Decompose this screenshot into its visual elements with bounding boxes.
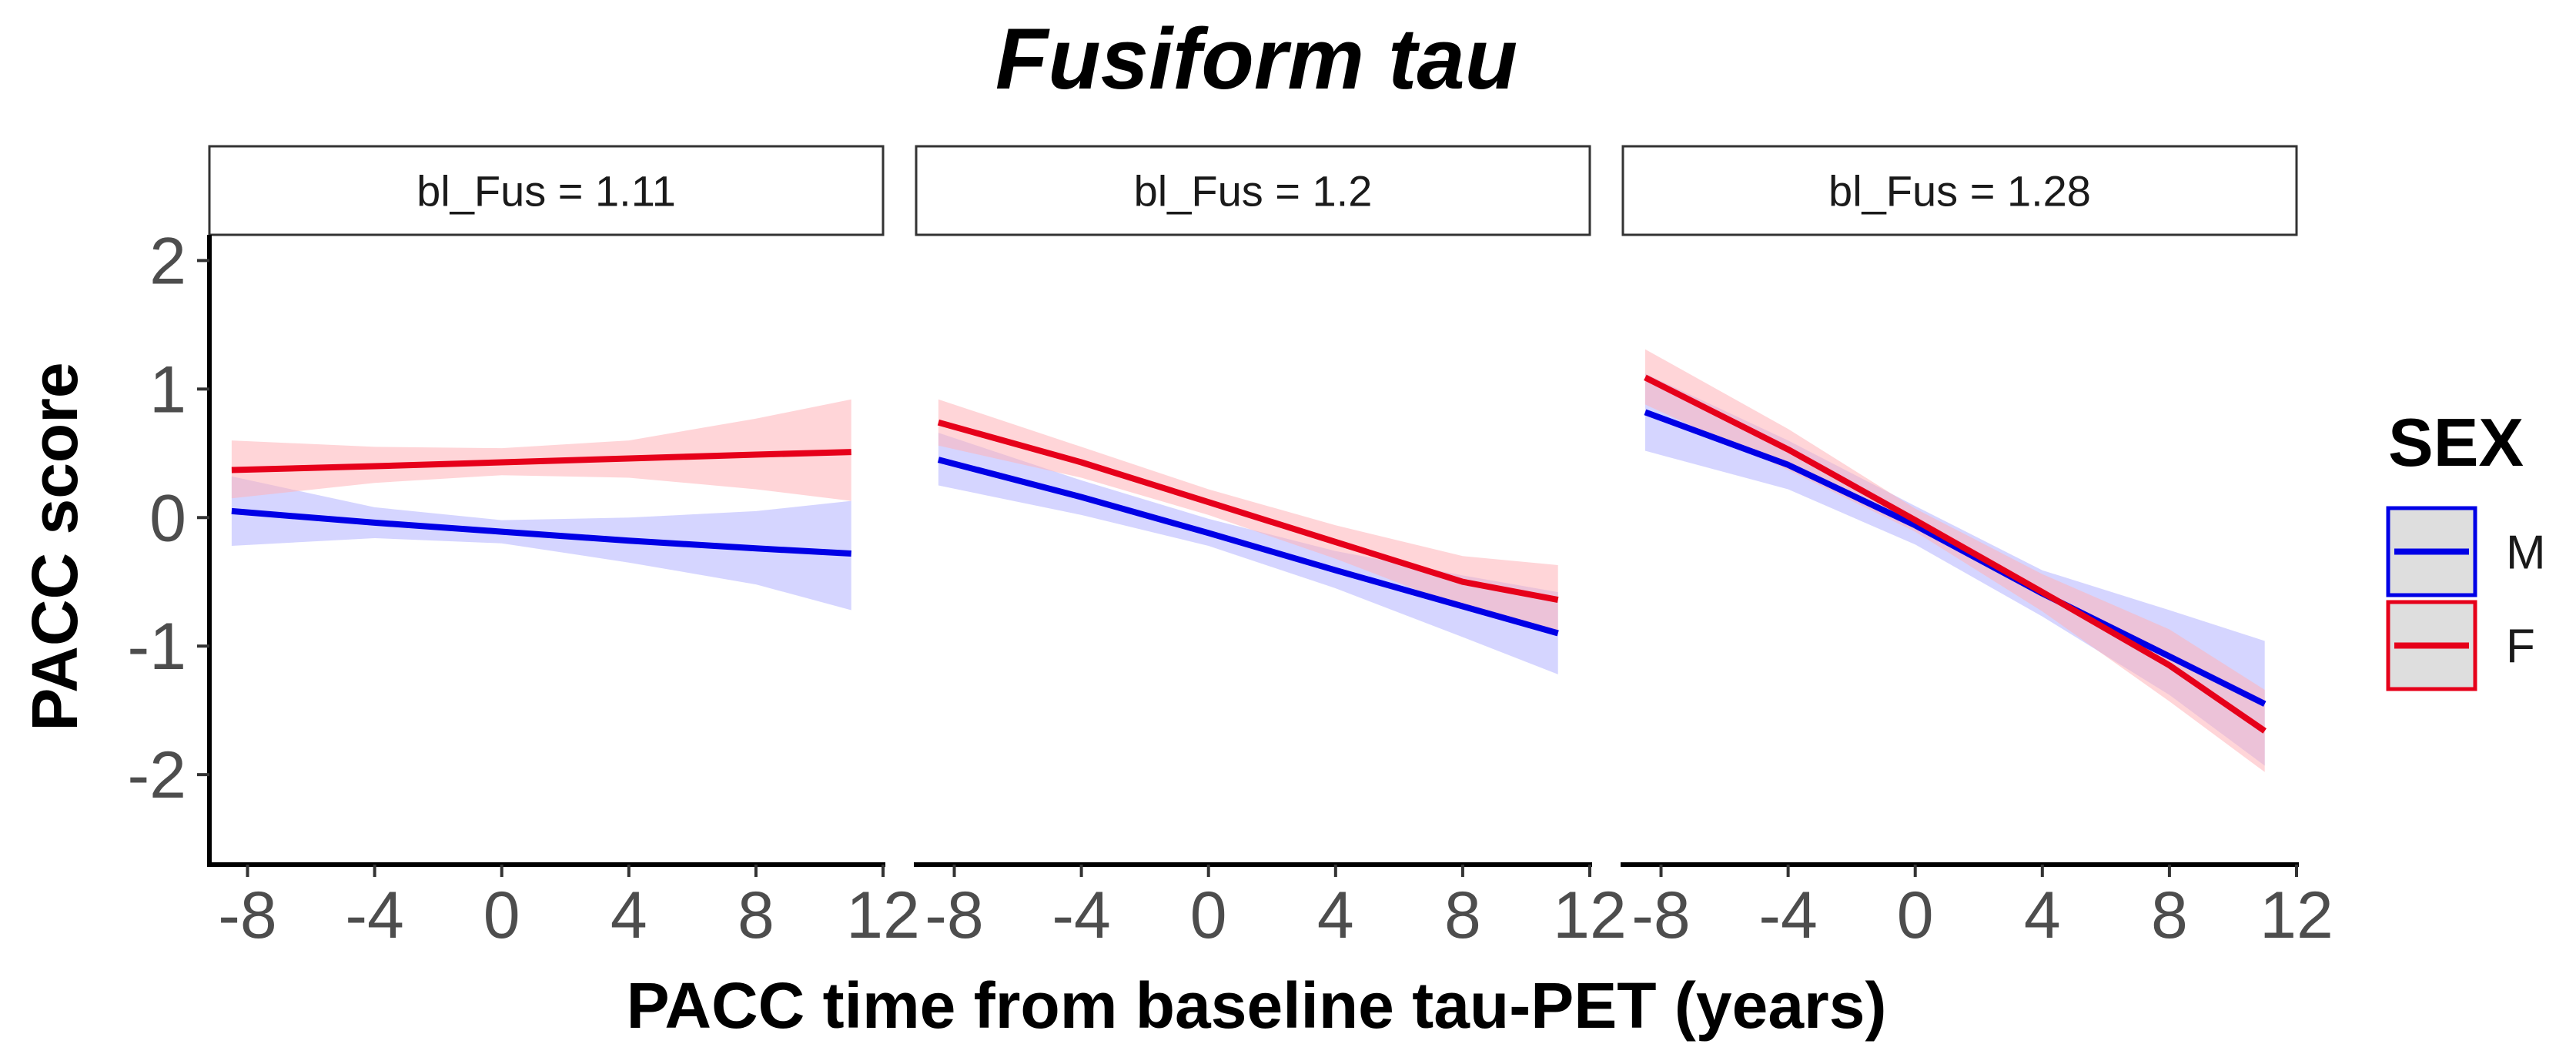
facet-strip <box>208 145 885 236</box>
x-tick-label: 12 <box>1553 878 1627 952</box>
legend-label: M <box>2506 527 2546 580</box>
x-tick-label: 12 <box>846 878 920 952</box>
confidence-band-F <box>231 399 851 501</box>
facet-panel-1: bl_Fus = 1.11 -8 -4 0 4 8 12 <box>207 145 920 952</box>
y-tick-label: -1 <box>128 610 186 684</box>
facet-strip <box>1621 145 2298 236</box>
x-tick-label: 8 <box>1444 878 1481 952</box>
legend: SEX MF <box>2386 404 2546 691</box>
facet-strip-label: bl_Fus = 1.2 <box>1134 167 1373 216</box>
y-axis-title: PACC score <box>18 362 91 731</box>
facet-panel-3: bl_Fus = 1.28 -8 -4 0 4 8 12 <box>1621 145 2333 952</box>
series-line-M <box>937 457 1559 637</box>
x-tick-label: -8 <box>925 878 983 952</box>
facet-strip-label: bl_Fus = 1.28 <box>1828 167 2091 216</box>
y-tick-label: 0 <box>149 481 186 555</box>
confidence-band-M <box>231 476 851 611</box>
x-tick-label: 4 <box>2024 878 2061 952</box>
x-tick-label: 0 <box>483 878 520 952</box>
x-tick-label: -8 <box>1631 878 1690 952</box>
x-tick-label: 0 <box>1190 878 1227 952</box>
y-axis: -2 -1 0 1 2 <box>128 224 212 867</box>
x-tick-label: -8 <box>218 878 276 952</box>
series-line-F <box>937 419 1559 604</box>
facet-panel-2: bl_Fus = 1.2 -8 -4 0 4 8 12 <box>914 145 1627 952</box>
x-tick-label: 4 <box>1317 878 1354 952</box>
x-tick-label: 8 <box>2151 878 2188 952</box>
y-tick-label: 1 <box>149 353 186 427</box>
x-tick-label: 12 <box>2260 878 2333 952</box>
x-tick-label: 8 <box>738 878 774 952</box>
legend-entries: MF <box>2386 506 2546 691</box>
x-tick-label: -4 <box>345 878 403 952</box>
facet-strip <box>915 145 1591 236</box>
legend-title: SEX <box>2388 404 2524 480</box>
x-tick-label: -4 <box>1758 878 1817 952</box>
chart-title: Fusiform tau <box>995 11 1517 107</box>
legend-entry-F: F <box>2386 600 2535 691</box>
y-tick-label: 2 <box>149 224 186 298</box>
x-tick-label: -4 <box>1052 878 1110 952</box>
series-line-F <box>231 449 851 473</box>
series-line-M <box>231 507 851 557</box>
facet-strip-label: bl_Fus = 1.11 <box>417 167 676 216</box>
confidence-band-M <box>938 433 1558 674</box>
series-line-F <box>1644 374 2267 734</box>
y-tick-label: -2 <box>128 738 186 812</box>
legend-label: F <box>2506 621 2535 674</box>
x-tick-label: 0 <box>1897 878 1934 952</box>
x-axis-title: PACC time from baseline tau-PET (years) <box>627 969 1887 1042</box>
x-tick-label: 4 <box>611 878 647 952</box>
legend-entry-M: M <box>2386 506 2546 597</box>
